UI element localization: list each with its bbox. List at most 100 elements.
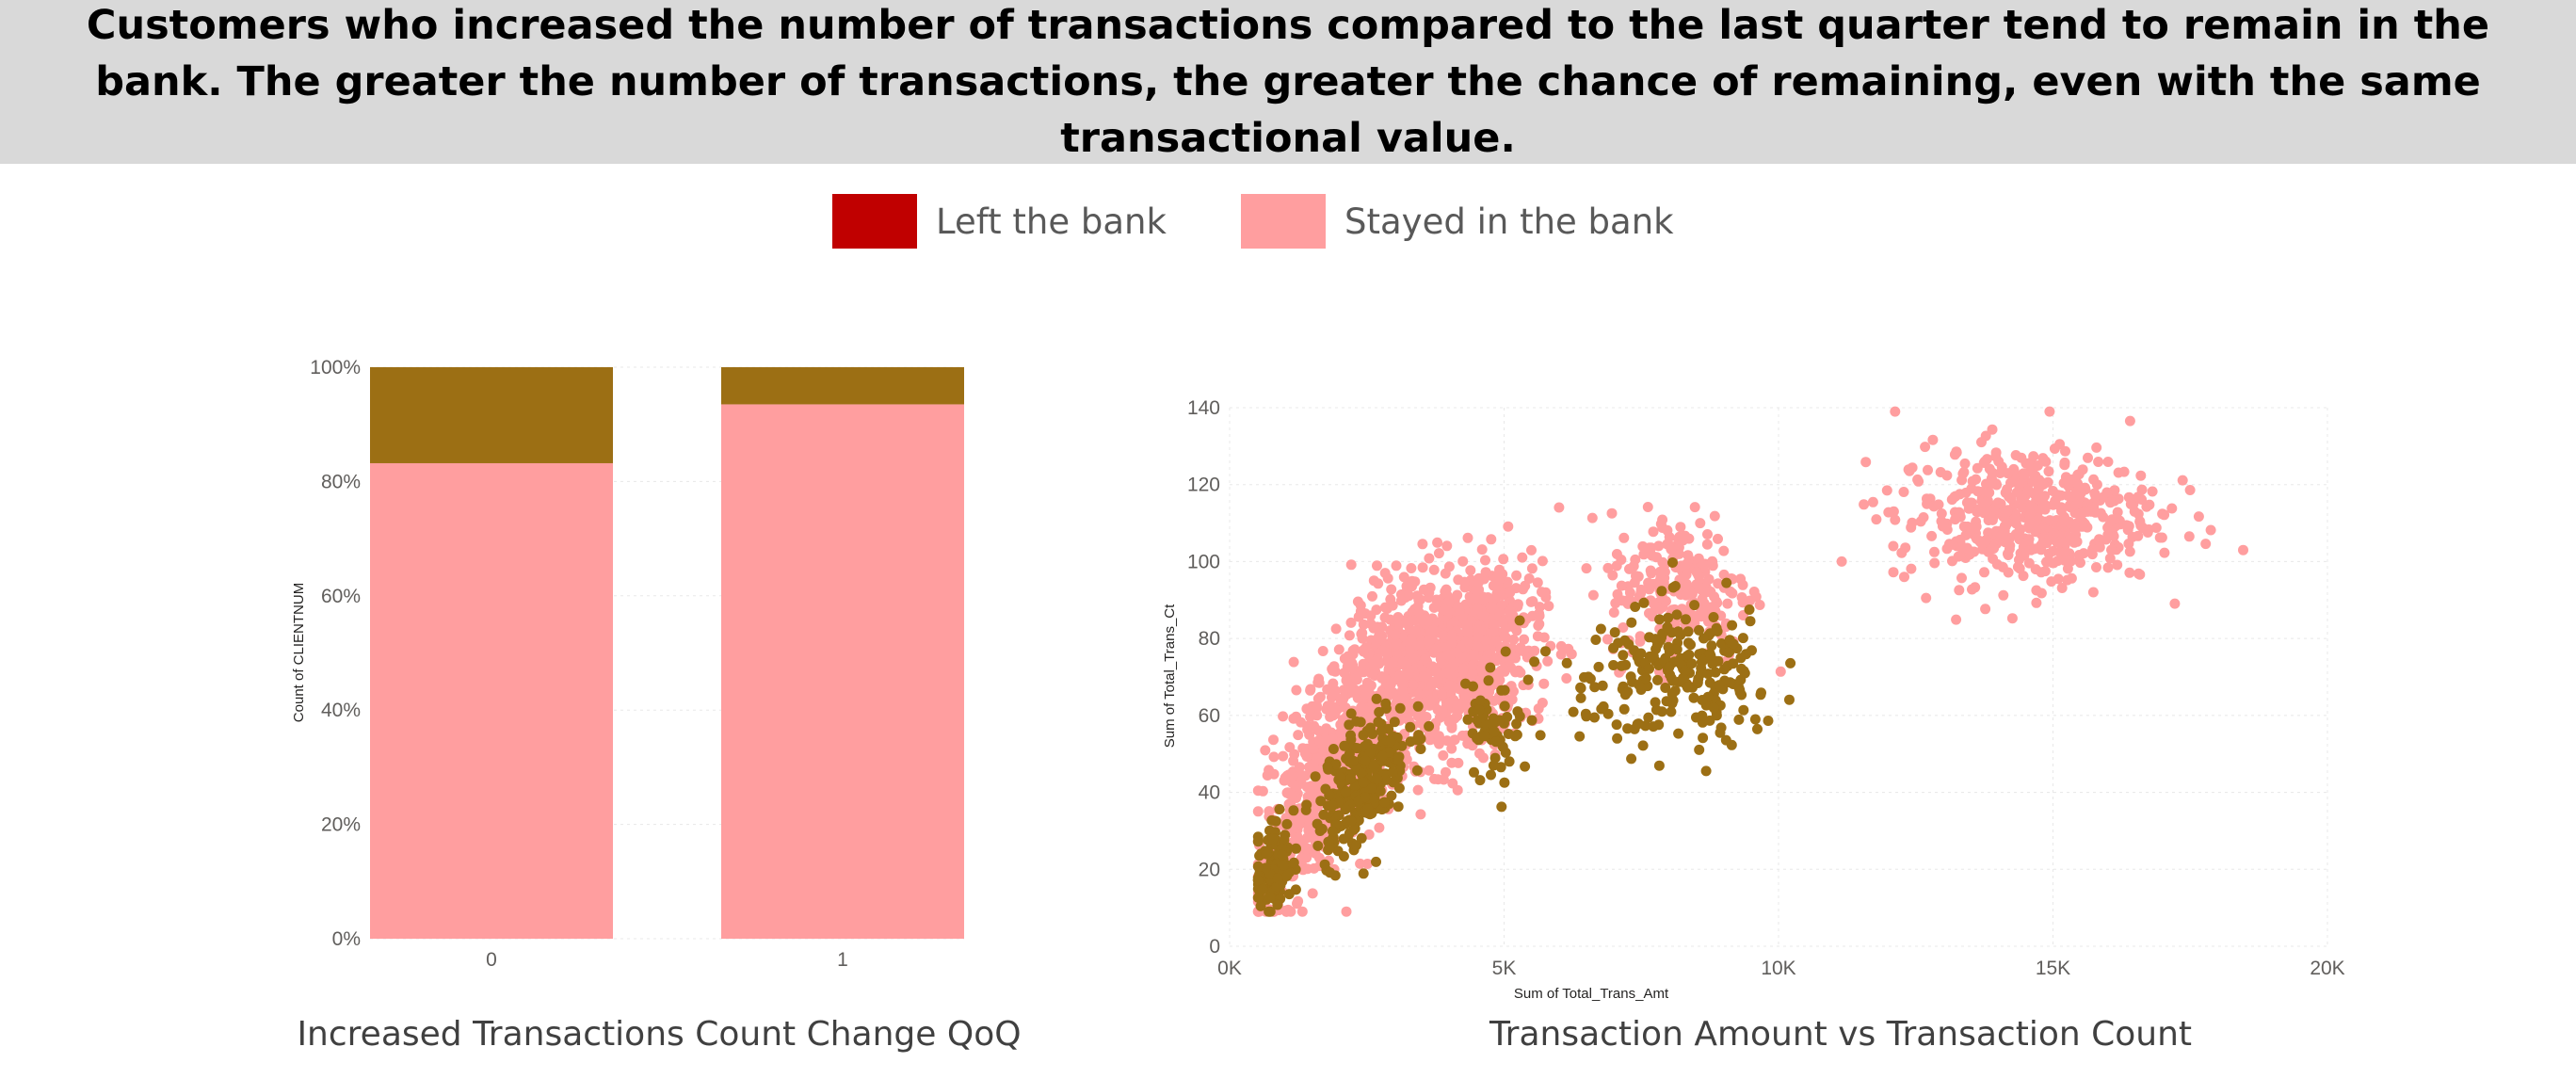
scatter-point-attrited[interactable]	[1526, 715, 1538, 726]
scatter-point-existing[interactable]	[1616, 580, 1627, 591]
scatter-point-attrited[interactable]	[1673, 728, 1684, 739]
scatter-point-existing[interactable]	[1393, 612, 1404, 622]
scatter-point-existing[interactable]	[1365, 618, 1377, 629]
scatter-point-existing[interactable]	[2087, 587, 2099, 598]
scatter-point-existing[interactable]	[2205, 524, 2216, 536]
scatter-point-existing[interactable]	[1457, 556, 1469, 567]
scatter-point-existing[interactable]	[1433, 548, 1444, 559]
scatter-point-attrited[interactable]	[1264, 906, 1276, 917]
scatter-point-existing[interactable]	[2052, 491, 2063, 503]
scatter-point-attrited[interactable]	[1692, 676, 1703, 687]
scatter-point-existing[interactable]	[1519, 634, 1530, 645]
scatter-point-existing[interactable]	[1900, 542, 1911, 554]
scatter-point-attrited[interactable]	[1310, 771, 1321, 782]
scatter-point-existing[interactable]	[1441, 540, 1453, 552]
scatter-point-attrited[interactable]	[1362, 803, 1374, 814]
scatter-point-existing[interactable]	[2014, 529, 2024, 540]
scatter-point-existing[interactable]	[1476, 544, 1488, 556]
scatter-point-existing[interactable]	[1473, 632, 1484, 643]
scatter-point-existing[interactable]	[1278, 750, 1289, 762]
scatter-point-existing[interactable]	[2003, 567, 2014, 578]
scatter-point-existing[interactable]	[1912, 474, 1924, 485]
bar-segment-existing[interactable]	[370, 462, 613, 939]
scatter-point-existing[interactable]	[1949, 491, 1960, 503]
scatter-point-existing[interactable]	[1432, 537, 1443, 548]
scatter-point-attrited[interactable]	[1643, 712, 1654, 723]
scatter-point-existing[interactable]	[1299, 749, 1311, 759]
scatter-point-attrited[interactable]	[1368, 760, 1379, 771]
scatter-point-existing[interactable]	[1537, 587, 1547, 598]
scatter-point-existing[interactable]	[1961, 542, 1972, 554]
scatter-point-existing[interactable]	[2156, 532, 2167, 543]
scatter-point-existing[interactable]	[1922, 493, 1932, 505]
scatter-point-existing[interactable]	[1888, 567, 1899, 578]
scatter-point-existing[interactable]	[1433, 731, 1444, 742]
scatter-point-existing[interactable]	[2027, 468, 2038, 479]
scatter-point-existing[interactable]	[2075, 557, 2085, 569]
scatter-point-existing[interactable]	[2010, 518, 2021, 529]
scatter-point-attrited[interactable]	[1288, 805, 1299, 816]
scatter-point-attrited[interactable]	[1785, 657, 1796, 668]
scatter-point-existing[interactable]	[1302, 863, 1313, 875]
scatter-point-existing[interactable]	[1440, 568, 1451, 579]
scatter-point-existing[interactable]	[2031, 585, 2042, 596]
scatter-point-existing[interactable]	[1959, 458, 1971, 469]
scatter-point-existing[interactable]	[1702, 529, 1713, 540]
scatter-point-existing[interactable]	[1305, 684, 1316, 696]
scatter-point-attrited[interactable]	[1688, 692, 1699, 703]
scatter-point-existing[interactable]	[1987, 424, 1998, 435]
scatter-point-attrited[interactable]	[1424, 720, 1435, 732]
scatter-point-existing[interactable]	[1313, 677, 1325, 688]
scatter-point-existing[interactable]	[1307, 888, 1318, 899]
scatter-point-existing[interactable]	[2006, 613, 2018, 624]
scatter-point-existing[interactable]	[1403, 668, 1414, 680]
scatter-point-attrited[interactable]	[1763, 716, 1774, 726]
scatter-point-existing[interactable]	[1457, 730, 1468, 741]
scatter-point-existing[interactable]	[1370, 666, 1380, 677]
scatter-point-existing[interactable]	[1529, 645, 1540, 656]
scatter-point-existing[interactable]	[2022, 484, 2034, 495]
scatter-point-existing[interactable]	[2166, 503, 2178, 514]
scatter-point-attrited[interactable]	[1489, 752, 1501, 764]
scatter-point-attrited[interactable]	[1568, 706, 1579, 717]
scatter-point-existing[interactable]	[1312, 710, 1323, 721]
scatter-point-existing[interactable]	[1867, 496, 1878, 507]
scatter-point-attrited[interactable]	[1660, 683, 1671, 693]
scatter-point-existing[interactable]	[1395, 595, 1407, 606]
scatter-point-existing[interactable]	[2177, 475, 2188, 486]
scatter-point-existing[interactable]	[1646, 568, 1657, 579]
scatter-point-existing[interactable]	[2044, 515, 2055, 526]
scatter-point-existing[interactable]	[2056, 583, 2068, 593]
scatter-point-attrited[interactable]	[1695, 668, 1706, 679]
scatter-point-existing[interactable]	[1518, 646, 1529, 657]
scatter-point-existing[interactable]	[1480, 567, 1491, 578]
scatter-point-existing[interactable]	[1409, 615, 1421, 626]
scatter-point-existing[interactable]	[1406, 634, 1417, 645]
scatter-point-existing[interactable]	[1441, 584, 1452, 595]
scatter-point-existing[interactable]	[1427, 625, 1439, 636]
scatter-point-existing[interactable]	[1994, 468, 2005, 478]
scatter-point-existing[interactable]	[1472, 604, 1483, 615]
scatter-point-existing[interactable]	[1735, 573, 1747, 585]
scatter-point-existing[interactable]	[2059, 457, 2070, 468]
scatter-point-existing[interactable]	[1313, 734, 1325, 746]
scatter-point-existing[interactable]	[1390, 629, 1401, 640]
scatter-point-attrited[interactable]	[1619, 635, 1631, 646]
scatter-point-existing[interactable]	[2124, 546, 2135, 557]
scatter-point-existing[interactable]	[1691, 567, 1702, 578]
scatter-point-existing[interactable]	[2124, 567, 2135, 578]
scatter-point-attrited[interactable]	[1589, 682, 1601, 693]
scatter-point-existing[interactable]	[1517, 552, 1528, 563]
scatter-point-existing[interactable]	[1428, 564, 1440, 575]
scatter-point-existing[interactable]	[2141, 501, 2152, 512]
scatter-point-existing[interactable]	[1698, 558, 1709, 570]
scatter-point-existing[interactable]	[1257, 785, 1268, 797]
scatter-point-existing[interactable]	[1682, 558, 1693, 570]
scatter-point-attrited[interactable]	[1784, 694, 1795, 705]
scatter-point-existing[interactable]	[1581, 563, 1592, 574]
scatter-point-existing[interactable]	[1288, 656, 1299, 668]
scatter-point-existing[interactable]	[1417, 539, 1428, 550]
scatter-point-attrited[interactable]	[1640, 672, 1651, 684]
scatter-point-existing[interactable]	[1372, 560, 1382, 572]
scatter-point-existing[interactable]	[1344, 630, 1355, 641]
